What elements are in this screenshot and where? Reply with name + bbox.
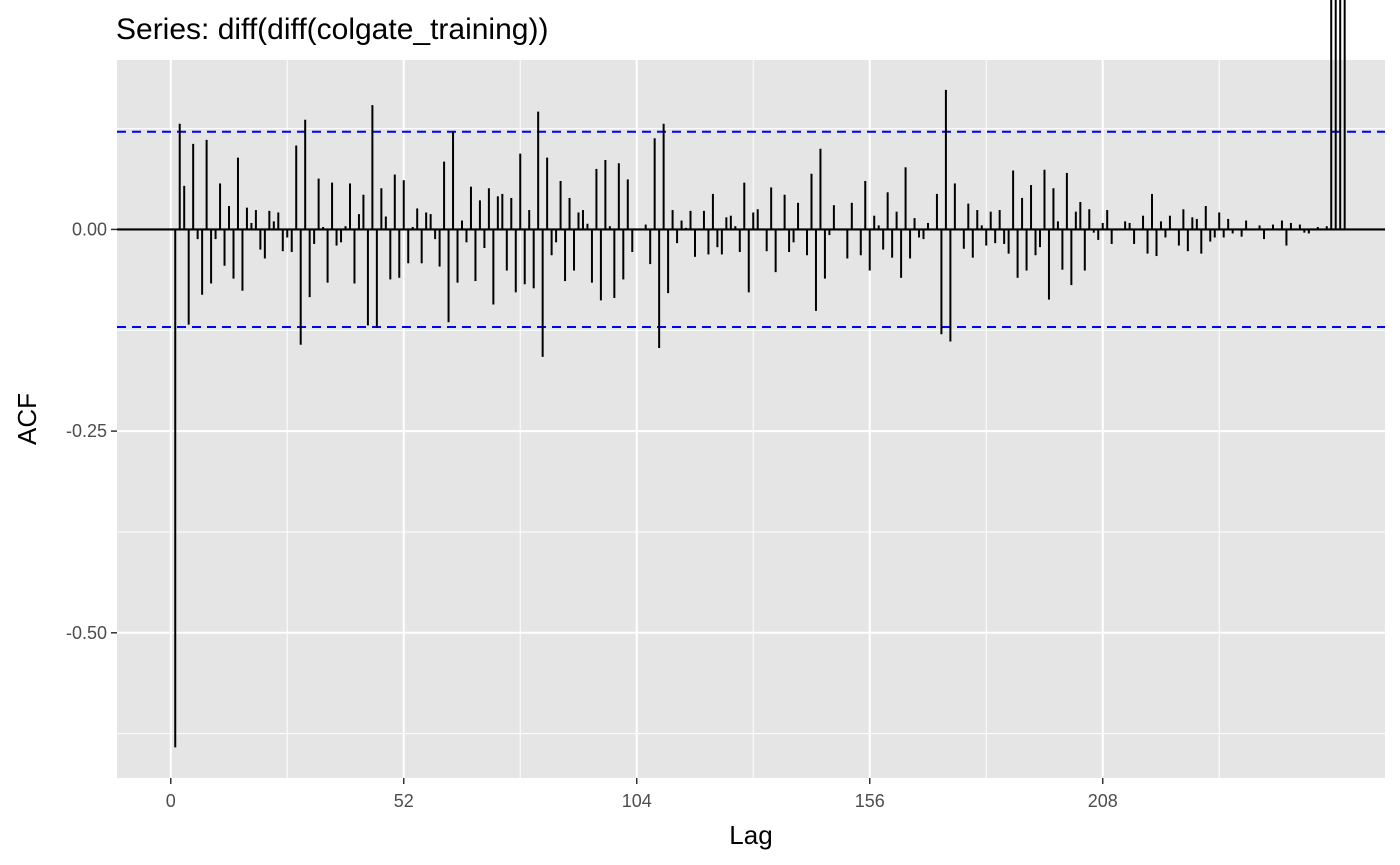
x-tick-label: 208	[1088, 791, 1118, 811]
x-axis: 0 52 104 156 208	[166, 778, 1118, 811]
y-tick-label: -0.50	[66, 623, 107, 643]
acf-bars	[174, 0, 1346, 748]
y-axis: 0.00 -0.25 -0.50	[66, 219, 117, 643]
confidence-bounds	[117, 130, 1385, 329]
x-axis-title: Lag	[729, 820, 772, 850]
y-tick-label: 0.00	[72, 219, 107, 239]
x-tick-label: 52	[394, 791, 414, 811]
x-tick-label: 156	[855, 791, 885, 811]
panel-background	[117, 60, 1385, 778]
y-axis-title: ACF	[12, 393, 42, 445]
y-tick-label: -0.25	[66, 421, 107, 441]
x-tick-label: 0	[166, 791, 176, 811]
x-tick-label: 104	[622, 791, 652, 811]
chart-title: Series: diff(diff(colgate_training))	[116, 13, 548, 46]
